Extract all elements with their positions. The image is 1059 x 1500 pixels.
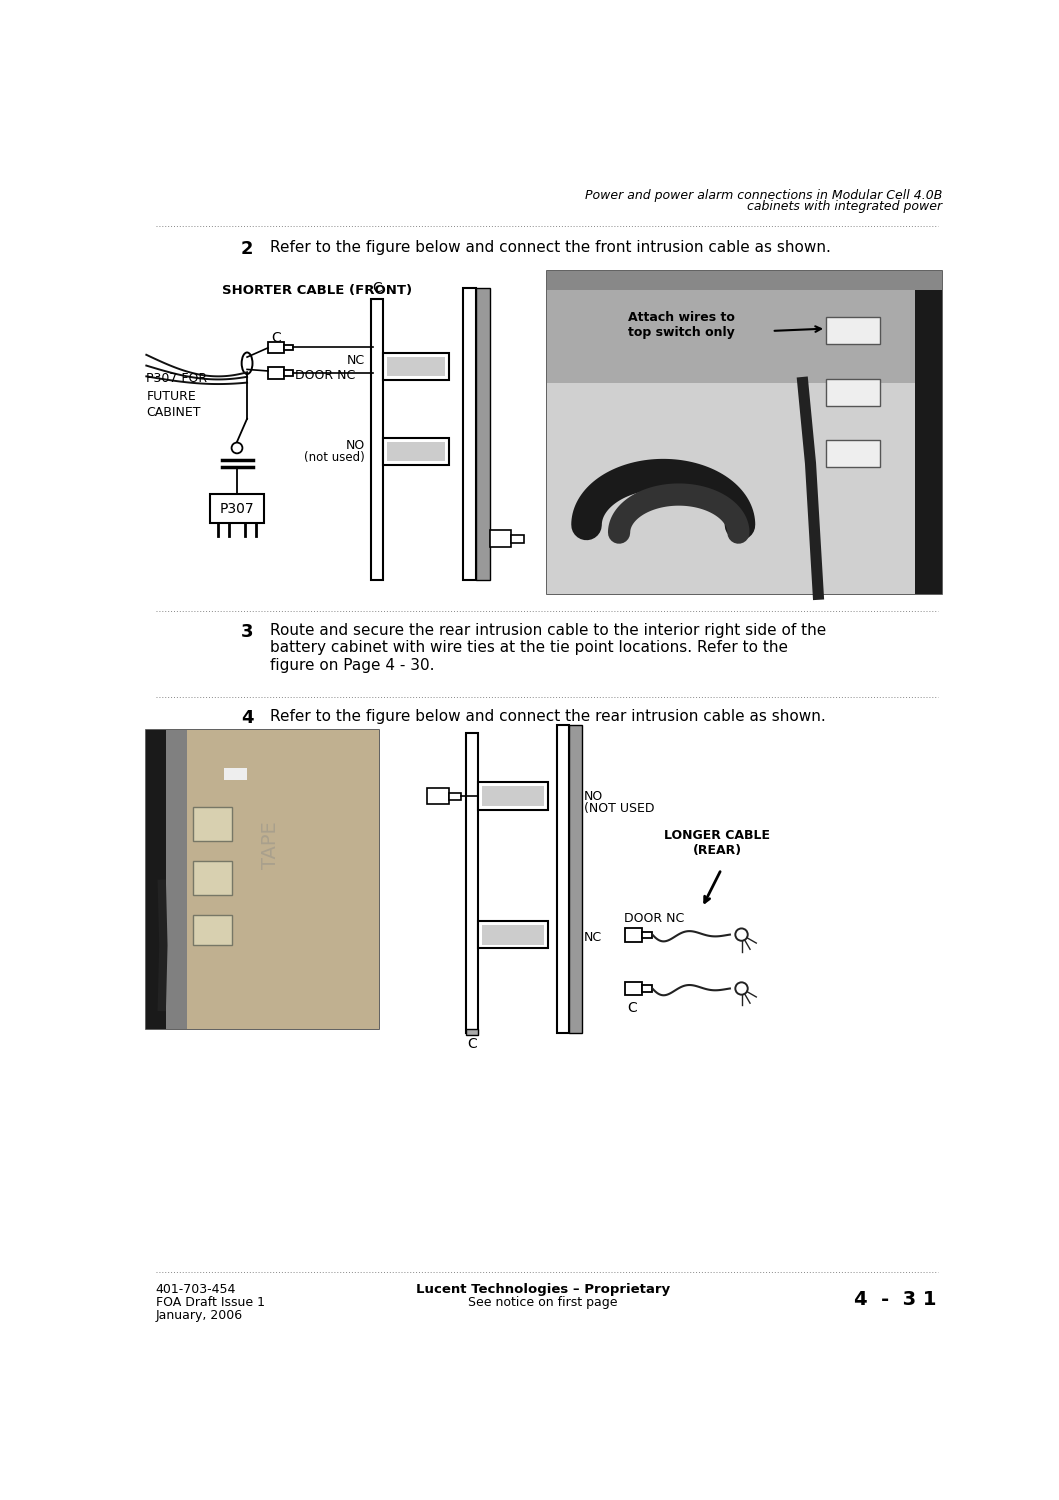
Text: Lucent Technologies – Proprietary: Lucent Technologies – Proprietary xyxy=(416,1282,670,1296)
Text: January, 2006: January, 2006 xyxy=(156,1310,243,1322)
Text: DOOR NC: DOOR NC xyxy=(625,912,685,924)
Bar xyxy=(548,272,943,290)
Text: C: C xyxy=(627,1000,638,1016)
Bar xyxy=(466,734,478,1034)
Text: (NOT USED: (NOT USED xyxy=(585,802,654,814)
Bar xyxy=(625,928,642,942)
Bar xyxy=(489,531,511,548)
Bar xyxy=(557,724,570,1034)
Bar xyxy=(570,724,581,1034)
Text: NO: NO xyxy=(585,790,604,802)
Text: LONGER CABLE
(REAR): LONGER CABLE (REAR) xyxy=(664,830,771,856)
Text: Refer to the figure below and connect the rear intrusion cable as shown.: Refer to the figure below and connect th… xyxy=(270,710,826,724)
Text: C: C xyxy=(467,1036,477,1052)
Bar xyxy=(284,345,292,350)
Bar xyxy=(548,290,915,382)
Text: 4: 4 xyxy=(240,710,253,728)
Bar xyxy=(165,730,187,1029)
Bar xyxy=(383,438,449,465)
Text: 2: 2 xyxy=(240,240,253,258)
Text: Refer to the figure below and connect the front intrusion cable as shown.: Refer to the figure below and connect th… xyxy=(270,240,831,255)
Bar xyxy=(482,786,544,806)
Text: C: C xyxy=(373,280,382,294)
Bar xyxy=(915,272,943,594)
Bar xyxy=(193,861,232,895)
Bar xyxy=(388,357,446,376)
Text: P307 FOR
FUTURE
CABINET: P307 FOR FUTURE CABINET xyxy=(146,372,208,420)
Text: cabinets with integrated power: cabinets with integrated power xyxy=(748,200,943,213)
Bar xyxy=(478,921,548,948)
Text: NC: NC xyxy=(585,930,603,944)
Bar xyxy=(284,370,292,375)
Bar xyxy=(388,442,446,460)
Bar xyxy=(478,782,548,810)
Text: 3: 3 xyxy=(240,622,253,640)
Text: NC: NC xyxy=(346,354,365,368)
Text: 401-703-454: 401-703-454 xyxy=(156,1282,236,1296)
Bar xyxy=(193,915,232,945)
Bar xyxy=(826,441,880,466)
Bar xyxy=(625,982,642,996)
Bar xyxy=(511,536,524,543)
Text: (not used): (not used) xyxy=(304,450,365,464)
Bar xyxy=(268,342,284,354)
Bar xyxy=(165,730,379,1029)
Bar xyxy=(642,932,652,939)
Bar xyxy=(146,730,379,1029)
Bar xyxy=(210,494,264,524)
Bar xyxy=(826,316,880,344)
Text: NO: NO xyxy=(345,440,365,452)
Text: Route and secure the rear intrusion cable to the interior right side of the
batt: Route and secure the rear intrusion cabl… xyxy=(270,622,827,672)
Text: DOOR NC: DOOR NC xyxy=(295,369,356,381)
Bar xyxy=(371,300,383,580)
Bar xyxy=(548,272,943,594)
Text: C: C xyxy=(271,332,281,345)
Bar xyxy=(475,288,489,580)
Bar xyxy=(427,789,449,804)
Bar xyxy=(466,1029,478,1035)
Bar xyxy=(223,768,247,780)
Bar xyxy=(826,378,880,405)
Bar xyxy=(193,807,232,842)
Bar xyxy=(383,354,449,380)
Bar xyxy=(548,382,915,594)
Bar xyxy=(146,730,165,1029)
Text: 4  -  3 1: 4 - 3 1 xyxy=(855,1290,937,1310)
Bar xyxy=(642,986,652,993)
Bar xyxy=(268,368,284,378)
Bar xyxy=(463,288,475,580)
Text: P307: P307 xyxy=(219,503,254,516)
Text: TAPE: TAPE xyxy=(261,822,280,868)
Text: Attach wires to
top switch only: Attach wires to top switch only xyxy=(628,310,735,339)
Text: Power and power alarm connections in Modular Cell 4.0B: Power and power alarm connections in Mod… xyxy=(585,189,943,202)
Bar xyxy=(482,924,544,945)
Text: SHORTER CABLE (FRONT): SHORTER CABLE (FRONT) xyxy=(221,284,412,297)
Bar xyxy=(449,794,461,800)
Text: FOA Draft Issue 1: FOA Draft Issue 1 xyxy=(156,1296,265,1308)
Text: See notice on first page: See notice on first page xyxy=(468,1296,617,1308)
